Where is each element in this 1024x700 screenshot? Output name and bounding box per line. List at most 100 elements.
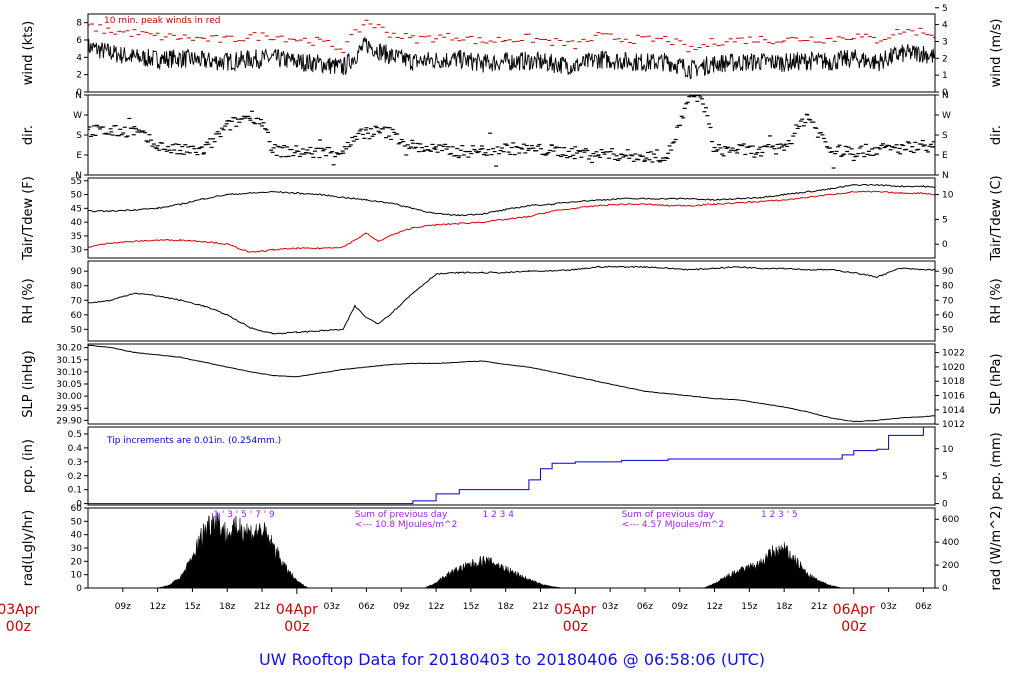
rh-ylabel-right: RH (%) <box>989 278 1004 323</box>
left-tick-label: 50 <box>71 325 83 335</box>
right-tick-label: 1020 <box>942 363 965 373</box>
day-label-hour: 00z <box>563 619 588 635</box>
left-tick-label: 4 <box>76 53 82 63</box>
left-tick-label: 30 <box>71 544 83 554</box>
left-tick-label: 0.1 <box>68 486 82 496</box>
panel-rh: 50 60 70 80 90 50 60 70 80 90 RH (%) RH (%) <box>21 260 1004 342</box>
panel-wind: 0 2 4 6 8 0 1 2 3 4 5 wind (kts) wind (m/s) 10 min. p… <box>21 4 1004 98</box>
left-tick-label: 45 <box>71 204 82 214</box>
right-tick-label: 1018 <box>942 377 965 387</box>
right-tick-label: 400 <box>942 538 959 548</box>
sum-note-line1: Sum of previous day <box>355 510 448 520</box>
dir-ylabel-left: dir. <box>21 125 36 145</box>
left-tick-label: 0 <box>76 88 82 98</box>
air-temp-series <box>88 183 935 217</box>
right-tick-label: 1 <box>942 71 948 81</box>
left-tick-label: N <box>75 91 82 101</box>
left-tick-label: 0.3 <box>68 458 82 468</box>
left-tick-label: 8 <box>76 19 82 29</box>
rh-ylabel-left: RH (%) <box>21 278 36 323</box>
precip-series <box>88 427 935 505</box>
panel-frame <box>87 260 936 342</box>
right-tick-label: 1014 <box>942 406 965 416</box>
left-tick-label: 90 <box>71 267 83 277</box>
right-tick-label: 90 <box>942 267 954 277</box>
radiation-fill <box>157 512 309 588</box>
rad-ylabel-right: rad (W/m^2) <box>989 506 1004 591</box>
x-tick-label: 18z <box>219 602 235 612</box>
day-label-hour: 00z <box>6 619 31 635</box>
right-tick-label: E <box>942 151 948 161</box>
right-tick-label: W <box>942 111 951 121</box>
slp-series <box>88 344 935 423</box>
panel-temp: 30 35 40 45 50 55 0 5 10 Tair/Tdew (F) Tair/Tdew (… <box>21 175 1004 261</box>
x-tick-label: 03z <box>324 602 340 612</box>
panel-pcp: 0 0.1 0.2 0.3 0.4 0.5 0 5 10 pcp. (in) pcp. (mm) Ti… <box>21 426 1004 510</box>
radiation-fill <box>424 555 564 588</box>
right-tick-label: N <box>942 91 949 101</box>
right-tick-label: 5 <box>942 215 948 225</box>
left-tick-label: 60 <box>71 311 83 321</box>
left-tick-label: 40 <box>71 218 83 228</box>
panel-frame <box>87 507 936 589</box>
right-tick-label: 80 <box>942 282 954 292</box>
temp-plot-area <box>88 183 935 253</box>
left-tick-label: 2 <box>76 71 82 81</box>
x-tick-label: 03z <box>602 602 618 612</box>
right-tick-label: 1016 <box>942 392 965 402</box>
panel-frame <box>87 177 936 259</box>
panel-frame <box>87 13 936 93</box>
left-tick-label: 6 <box>76 36 82 46</box>
sum-note-line2: <--- 10.8 MJoules/m^2 <box>355 520 457 530</box>
left-tick-label: 50 <box>71 191 83 201</box>
x-tick-label: 06z <box>915 602 931 612</box>
x-tick-label: 03z <box>880 602 896 612</box>
right-tick-label: 0 <box>942 500 948 510</box>
sum-note-line1: Sum of previous day <box>622 510 715 520</box>
left-tick-label: 30.05 <box>56 380 82 390</box>
panel-slp: 29.90 29.95 30.00 30.05 30.10 30.15 30.20 1012 1… <box>21 343 1004 430</box>
x-tick-label: 21z <box>811 602 827 612</box>
rh-plot-area <box>88 265 935 335</box>
x-tick-label: 18z <box>776 602 792 612</box>
dir-ylabel-right: dir. <box>989 125 1004 145</box>
day-label-hour: 00z <box>284 619 309 635</box>
pcp-plot-area <box>88 427 935 505</box>
x-tick-label: 15z <box>463 602 479 612</box>
right-tick-label: 5 <box>942 4 948 14</box>
left-tick-label: 29.95 <box>56 404 82 414</box>
left-tick-label: E <box>76 151 82 161</box>
x-tick-label: 21z <box>254 602 270 612</box>
x-tick-label: 12z <box>706 602 722 612</box>
left-tick-label: 0.2 <box>68 472 82 482</box>
dewpoint-series <box>88 190 935 253</box>
left-tick-label: 60 <box>71 504 83 514</box>
right-tick-label: 1012 <box>942 420 965 430</box>
right-tick-label: 2 <box>942 54 948 64</box>
radiation-fill <box>702 541 843 588</box>
right-tick-label: 0 <box>942 88 948 98</box>
hour-annotation: 1 2 3 4 <box>482 510 514 520</box>
day-label-date: 05Apr <box>554 602 596 618</box>
x-tick-label: 09z <box>393 602 409 612</box>
left-tick-label: 0.5 <box>68 430 82 440</box>
left-tick-label: 30.10 <box>56 368 82 378</box>
pcp-ylabel-left: pcp. (in) <box>21 439 36 493</box>
left-tick-label: 70 <box>71 296 83 306</box>
slp-plot-area <box>88 344 935 423</box>
right-tick-label: N <box>942 171 949 181</box>
left-tick-label: 80 <box>71 282 83 292</box>
rh-series <box>88 265 935 335</box>
temp-ylabel-left: Tair/Tdew (F) <box>21 176 36 261</box>
rad-plot-area <box>157 512 843 588</box>
left-tick-label: 30.00 <box>56 392 82 402</box>
right-tick-label: 3 <box>942 37 948 47</box>
panel-frame <box>87 426 936 506</box>
x-tick-label: 09z <box>115 602 131 612</box>
left-tick-label: 35 <box>71 232 82 242</box>
x-tick-label: 06z <box>358 602 374 612</box>
left-tick-label: 30 <box>71 246 83 256</box>
